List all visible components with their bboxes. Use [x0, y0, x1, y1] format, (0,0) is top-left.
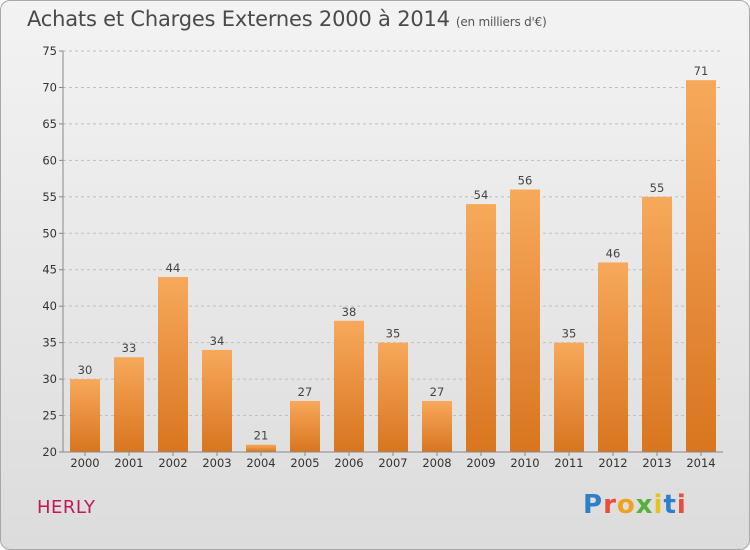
bar-value-label: 44	[166, 261, 181, 275]
x-tick-label: 2004	[246, 456, 275, 470]
logo-letter: t	[663, 490, 677, 520]
bar-value-label: 38	[342, 305, 357, 319]
bar-value-label: 30	[78, 363, 93, 377]
y-tick-label: 75	[42, 44, 57, 58]
bar-2013	[642, 196, 672, 452]
proxiti-logo[interactable]: Proxiti	[583, 490, 687, 520]
bars: 30 33 44 34 21 27 38 35 27 54 56 35 46 55 71	[70, 64, 716, 452]
chart-title-block: Achats et Charges Externes 2000 à 2014 (e…	[27, 7, 547, 31]
x-tick-label: 2010	[510, 456, 539, 470]
x-tick-label: 2005	[290, 456, 319, 470]
y-tick-label: 65	[42, 117, 57, 131]
bar-value-label: 34	[210, 334, 225, 348]
axes: 20 25 30 35 40 45 50 55 60 65 70 75 2000 2001 2002 2003…	[42, 44, 723, 470]
bar-2008	[422, 400, 452, 452]
bar-2014	[686, 80, 716, 452]
x-tick-label: 2009	[466, 456, 495, 470]
bar-2010	[510, 189, 540, 452]
bar-value-label: 35	[386, 327, 401, 341]
bar-2002	[158, 277, 188, 452]
logo-letter: i	[653, 490, 664, 520]
bar-value-label: 27	[298, 385, 313, 399]
x-tick-label: 2002	[158, 456, 187, 470]
y-tick-label: 40	[42, 299, 57, 313]
y-tick-label: 60	[42, 153, 57, 167]
x-tick-label: 2012	[598, 456, 627, 470]
y-tick-label: 35	[42, 336, 57, 350]
x-tick-label: 2013	[642, 456, 671, 470]
bar-2011	[554, 342, 584, 452]
bar-value-label: 54	[474, 188, 489, 202]
x-tick-label: 2008	[422, 456, 451, 470]
bar-value-label: 56	[518, 174, 533, 188]
bar-value-label: 46	[606, 246, 621, 260]
bar-2007	[378, 342, 408, 452]
y-tick-label: 50	[42, 226, 57, 240]
logo-letter: o	[616, 490, 636, 520]
town-name: HERLY	[37, 497, 96, 518]
bar-value-label: 27	[430, 385, 445, 399]
x-tick-label: 2006	[334, 456, 363, 470]
bar-value-label: 35	[562, 327, 577, 341]
x-tick-label: 2000	[70, 456, 99, 470]
bar-2004	[246, 444, 276, 452]
y-tick-label: 55	[42, 190, 57, 204]
y-tick-label: 25	[42, 409, 57, 423]
y-tick-label: 20	[42, 445, 57, 459]
x-tick-label: 2014	[686, 456, 715, 470]
bar-2006	[334, 320, 364, 452]
bar-value-label: 21	[254, 429, 269, 443]
bar-2005	[290, 400, 320, 452]
bar-2009	[466, 204, 496, 452]
chart-title: Achats et Charges Externes 2000 à 2014	[27, 7, 450, 31]
chart-subtitle: (en milliers d'€)	[455, 15, 547, 29]
logo-letter: i	[676, 490, 687, 520]
bar-2001	[114, 357, 144, 452]
logo-letter: P	[583, 490, 604, 520]
x-tick-label: 2003	[202, 456, 231, 470]
y-tick-label: 70	[42, 80, 57, 94]
bar-2012	[598, 262, 628, 452]
x-tick-label: 2001	[114, 456, 143, 470]
bar-value-label: 33	[122, 341, 137, 355]
bar-value-label: 71	[694, 64, 709, 78]
logo-letter: r	[603, 490, 617, 520]
x-tick-label: 2007	[378, 456, 407, 470]
bar-2000	[70, 379, 100, 452]
bar-value-label: 55	[650, 181, 665, 195]
x-tick-label: 2011	[554, 456, 583, 470]
logo-letter: x	[635, 490, 654, 520]
bar-2003	[202, 349, 232, 452]
y-tick-label: 30	[42, 372, 57, 386]
y-tick-label: 45	[42, 263, 57, 277]
